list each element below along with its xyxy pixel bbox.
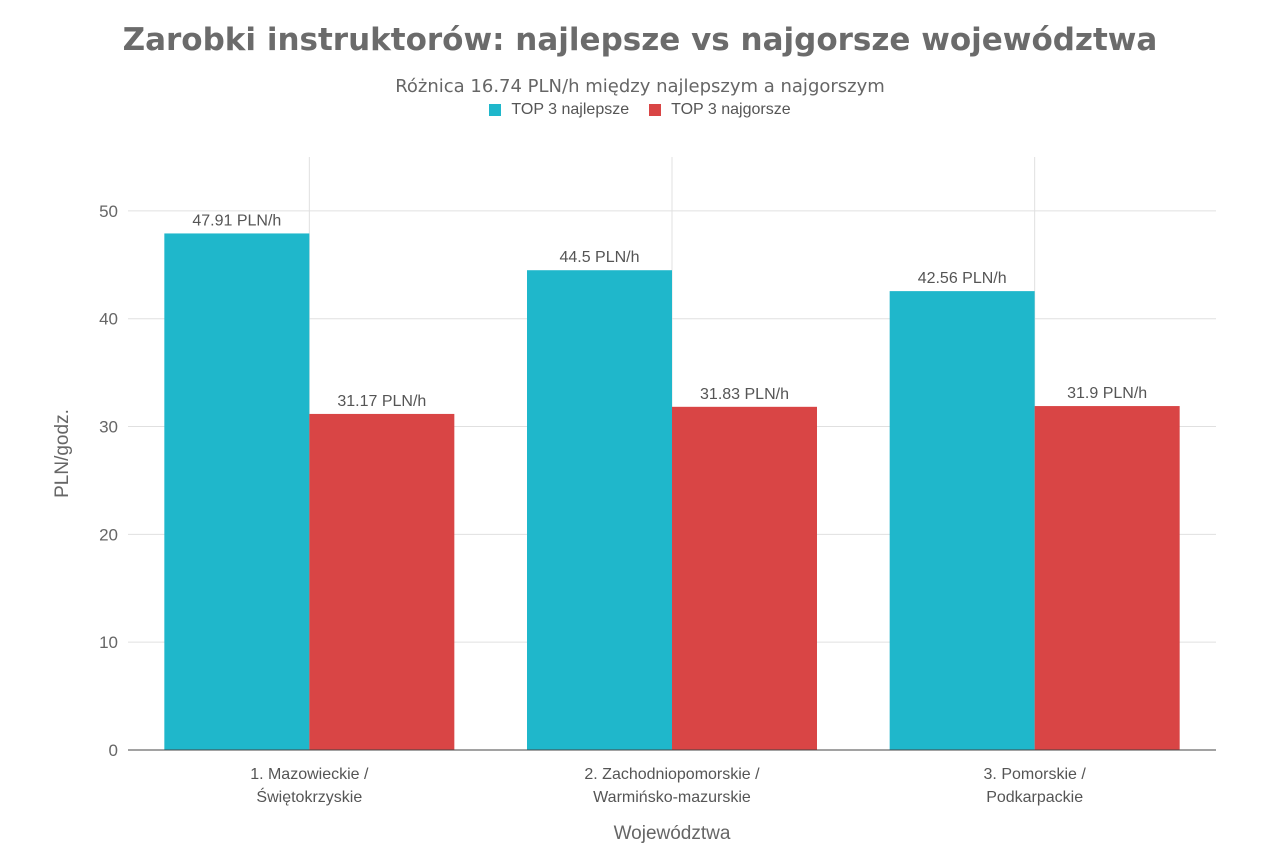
- bar-best: [527, 270, 672, 750]
- legend: TOP 3 najlepsze TOP 3 najgorsze: [0, 101, 1280, 119]
- y-tick-label: 0: [109, 741, 118, 760]
- data-label: 47.91 PLN/h: [192, 212, 281, 229]
- x-tick-label: Podkarpackie: [986, 789, 1083, 806]
- bar-worst: [1034, 406, 1180, 750]
- y-tick-label: 10: [99, 633, 118, 652]
- x-tick-label: Warmińsko-mazurskie: [593, 789, 751, 806]
- legend-label-worst: TOP 3 najgorsze: [671, 101, 791, 118]
- bar-worst: [672, 406, 817, 750]
- bar-best: [164, 233, 310, 750]
- x-tick-label: 3. Pomorskie /: [984, 766, 1087, 783]
- legend-swatch-worst: [649, 104, 662, 116]
- data-label: 42.56 PLN/h: [918, 270, 1007, 287]
- chart-title: Zarobki instruktorów: najlepsze vs najgo…: [122, 22, 1158, 58]
- legend-swatch-best: [489, 104, 502, 116]
- x-tick-label: Świętokrzyskie: [256, 787, 362, 806]
- y-tick-label: 30: [99, 418, 118, 437]
- data-label: 31.9 PLN/h: [1067, 385, 1147, 402]
- data-label: 44.5 PLN/h: [559, 249, 639, 266]
- y-axis-title: PLN/godz.: [52, 409, 73, 498]
- x-tick-label: 1. Mazowieckie /: [250, 766, 369, 783]
- x-axis-title: Województwa: [614, 823, 731, 844]
- y-tick-label: 50: [99, 202, 118, 221]
- x-tick-label: 2. Zachodniopomorskie /: [584, 766, 760, 783]
- legend-item-worst[interactable]: TOP 3 najgorsze: [649, 101, 791, 119]
- y-tick-label: 40: [99, 310, 118, 329]
- bar-worst: [309, 413, 455, 750]
- bar-best: [889, 291, 1035, 750]
- legend-label-best: TOP 3 najlepsze: [511, 101, 630, 118]
- legend-item-best[interactable]: TOP 3 najlepsze: [489, 101, 629, 119]
- data-label: 31.17 PLN/h: [337, 393, 426, 410]
- data-label: 31.83 PLN/h: [700, 386, 789, 403]
- y-tick-label: 20: [99, 525, 118, 544]
- chart-subtitle: Różnica 16.74 PLN/h między najlepszym a …: [395, 76, 885, 97]
